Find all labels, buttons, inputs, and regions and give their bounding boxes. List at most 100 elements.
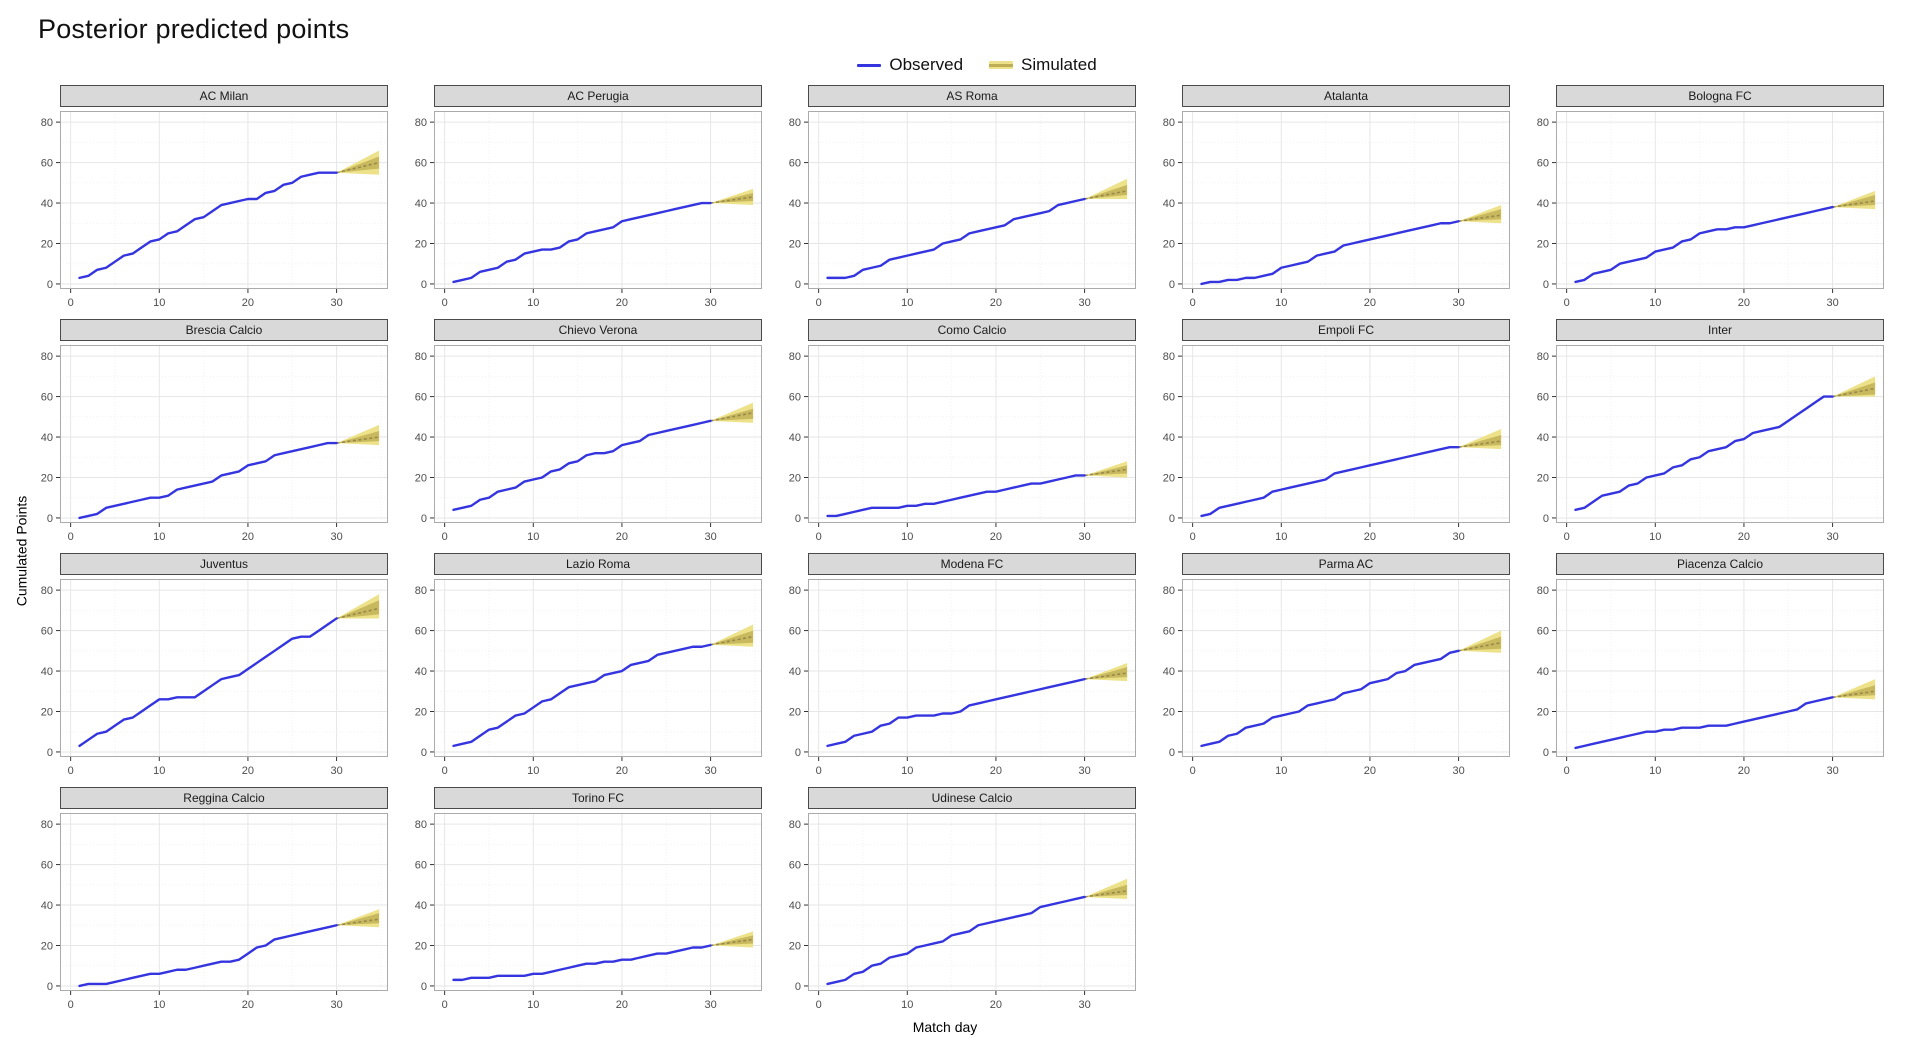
x-tick-label: 20 [990,999,1002,1011]
y-tick-label: 80 [1537,585,1549,597]
observed-line [78,617,338,748]
y-tick-label: 60 [1163,392,1175,404]
simulated-median-line [710,196,754,204]
x-tick-label: 0 [68,999,74,1011]
simulated-median-line [1084,468,1128,477]
simulated-median-line [710,411,754,422]
observed-line [1574,395,1834,512]
y-tick-label: 40 [789,432,801,444]
y-tick-label: 80 [415,351,427,363]
facet-strip-label: Bologna FC [1556,85,1884,107]
facet-ac-perugia: AC Perugia 0 10 20 30 0 20 40 60 80 [408,85,768,315]
facet-panel: 0 10 20 30 0 20 40 60 80 [789,111,1136,309]
facet-strip-label: Lazio Roma [434,553,762,575]
x-tick-label: 30 [330,297,342,309]
x-tick-label: 10 [153,297,165,309]
x-tick-label: 10 [901,297,913,309]
x-tick-label: 30 [704,765,716,777]
y-tick-label: 40 [1163,666,1175,678]
simulated-band-inner [1832,685,1876,698]
simulated-median-line [336,607,380,620]
simulated-band-inner [1458,209,1502,222]
x-tick-label: 0 [816,765,822,777]
y-tick-label: 60 [415,860,427,872]
simulated-band-inner [1084,884,1128,897]
facet-strip-label: AC Milan [60,85,388,107]
x-tick-label: 30 [330,999,342,1011]
simulated-band-inner [336,913,380,926]
facet-ac-milan: AC Milan 0 10 20 30 0 20 40 60 80 [34,85,394,315]
y-tick-label: 40 [415,666,427,678]
x-tick-label: 30 [1452,765,1464,777]
x-tick-label: 0 [442,765,448,777]
x-tick-label: 30 [704,999,716,1011]
x-tick-label: 10 [1275,297,1287,309]
y-tick-label: 60 [415,392,427,404]
facet-como-calcio: Como Calcio 0 10 20 30 0 20 40 60 80 [782,319,1142,549]
y-tick-label: 80 [789,819,801,831]
facet-panel: 0 10 20 30 0 20 40 60 80 [415,813,762,1011]
x-tick-label: 30 [1452,531,1464,543]
observed-line [78,171,338,280]
x-tick-label: 0 [816,999,822,1011]
x-tick-label: 20 [242,999,254,1011]
facet-panel: 0 10 20 30 0 20 40 60 80 [1537,579,1884,777]
x-tick-label: 0 [68,531,74,543]
simulated-band-inner [1832,194,1876,208]
facet-panel: 0 10 20 30 0 20 40 60 80 [1163,111,1510,309]
y-tick-label: 40 [415,900,427,912]
y-tick-label: 20 [415,472,427,484]
x-tick-label: 0 [68,297,74,309]
x-tick-label: 0 [442,531,448,543]
y-tick-label: 80 [41,351,53,363]
x-tick-label: 20 [990,297,1002,309]
y-tick-label: 60 [789,158,801,170]
simulated-band-inner [1084,184,1128,199]
legend-item-observed: Observed [857,55,963,75]
simulated-median-line [1458,214,1502,223]
simulated-median-line [336,436,380,444]
y-tick-label: 60 [789,626,801,638]
y-tick-label: 20 [1537,706,1549,718]
y-axis-label: Cumulated Points [13,495,30,607]
x-tick-label: 30 [330,765,342,777]
facet-grid: AC Milan 0 10 20 30 0 20 40 60 80 AC Perugia 0 10 20 3… [34,85,1890,1017]
y-tick-label: 40 [415,198,427,210]
simulated-median-line [1458,641,1502,652]
y-tick-label: 0 [1543,513,1549,525]
x-tick-label: 20 [616,765,628,777]
y-tick-label: 60 [415,626,427,638]
simulated-band-inner [710,408,754,421]
x-tick-label: 20 [1364,531,1376,543]
x-tick-label: 20 [1738,531,1750,543]
x-tick-label: 30 [1452,297,1464,309]
facet-panel: 0 10 20 30 0 20 40 60 80 [41,579,388,777]
legend-key-simulated-band [989,61,1014,69]
x-tick-label: 20 [1738,765,1750,777]
observed-line [78,441,338,520]
y-tick-label: 20 [41,706,53,718]
y-tick-label: 60 [41,626,53,638]
x-tick-label: 30 [1826,765,1838,777]
facet-strip-label: Inter [1556,319,1884,341]
y-tick-label: 20 [415,940,427,952]
facet-strip-label: Piacenza Calcio [1556,553,1884,575]
y-tick-label: 20 [1163,706,1175,718]
y-tick-label: 80 [41,819,53,831]
y-tick-label: 20 [1537,238,1549,250]
facet-as-roma: AS Roma 0 10 20 30 0 20 40 60 80 [782,85,1142,315]
y-tick-label: 0 [795,747,801,759]
x-tick-label: 20 [990,531,1002,543]
y-tick-label: 40 [1537,666,1549,678]
x-tick-label: 20 [616,297,628,309]
y-tick-label: 40 [789,198,801,210]
y-tick-label: 0 [47,747,53,759]
facet-panel: 0 10 20 30 0 20 40 60 80 [415,345,762,543]
legend-key-simulated-line [989,63,1014,67]
facet-strip-label: Chievo Verona [434,319,762,341]
facet-strip-label: Como Calcio [808,319,1136,341]
x-tick-label: 30 [1078,765,1090,777]
simulated-median-line [336,918,380,927]
facet-inter: Inter 0 10 20 30 0 20 40 60 80 [1530,319,1890,549]
